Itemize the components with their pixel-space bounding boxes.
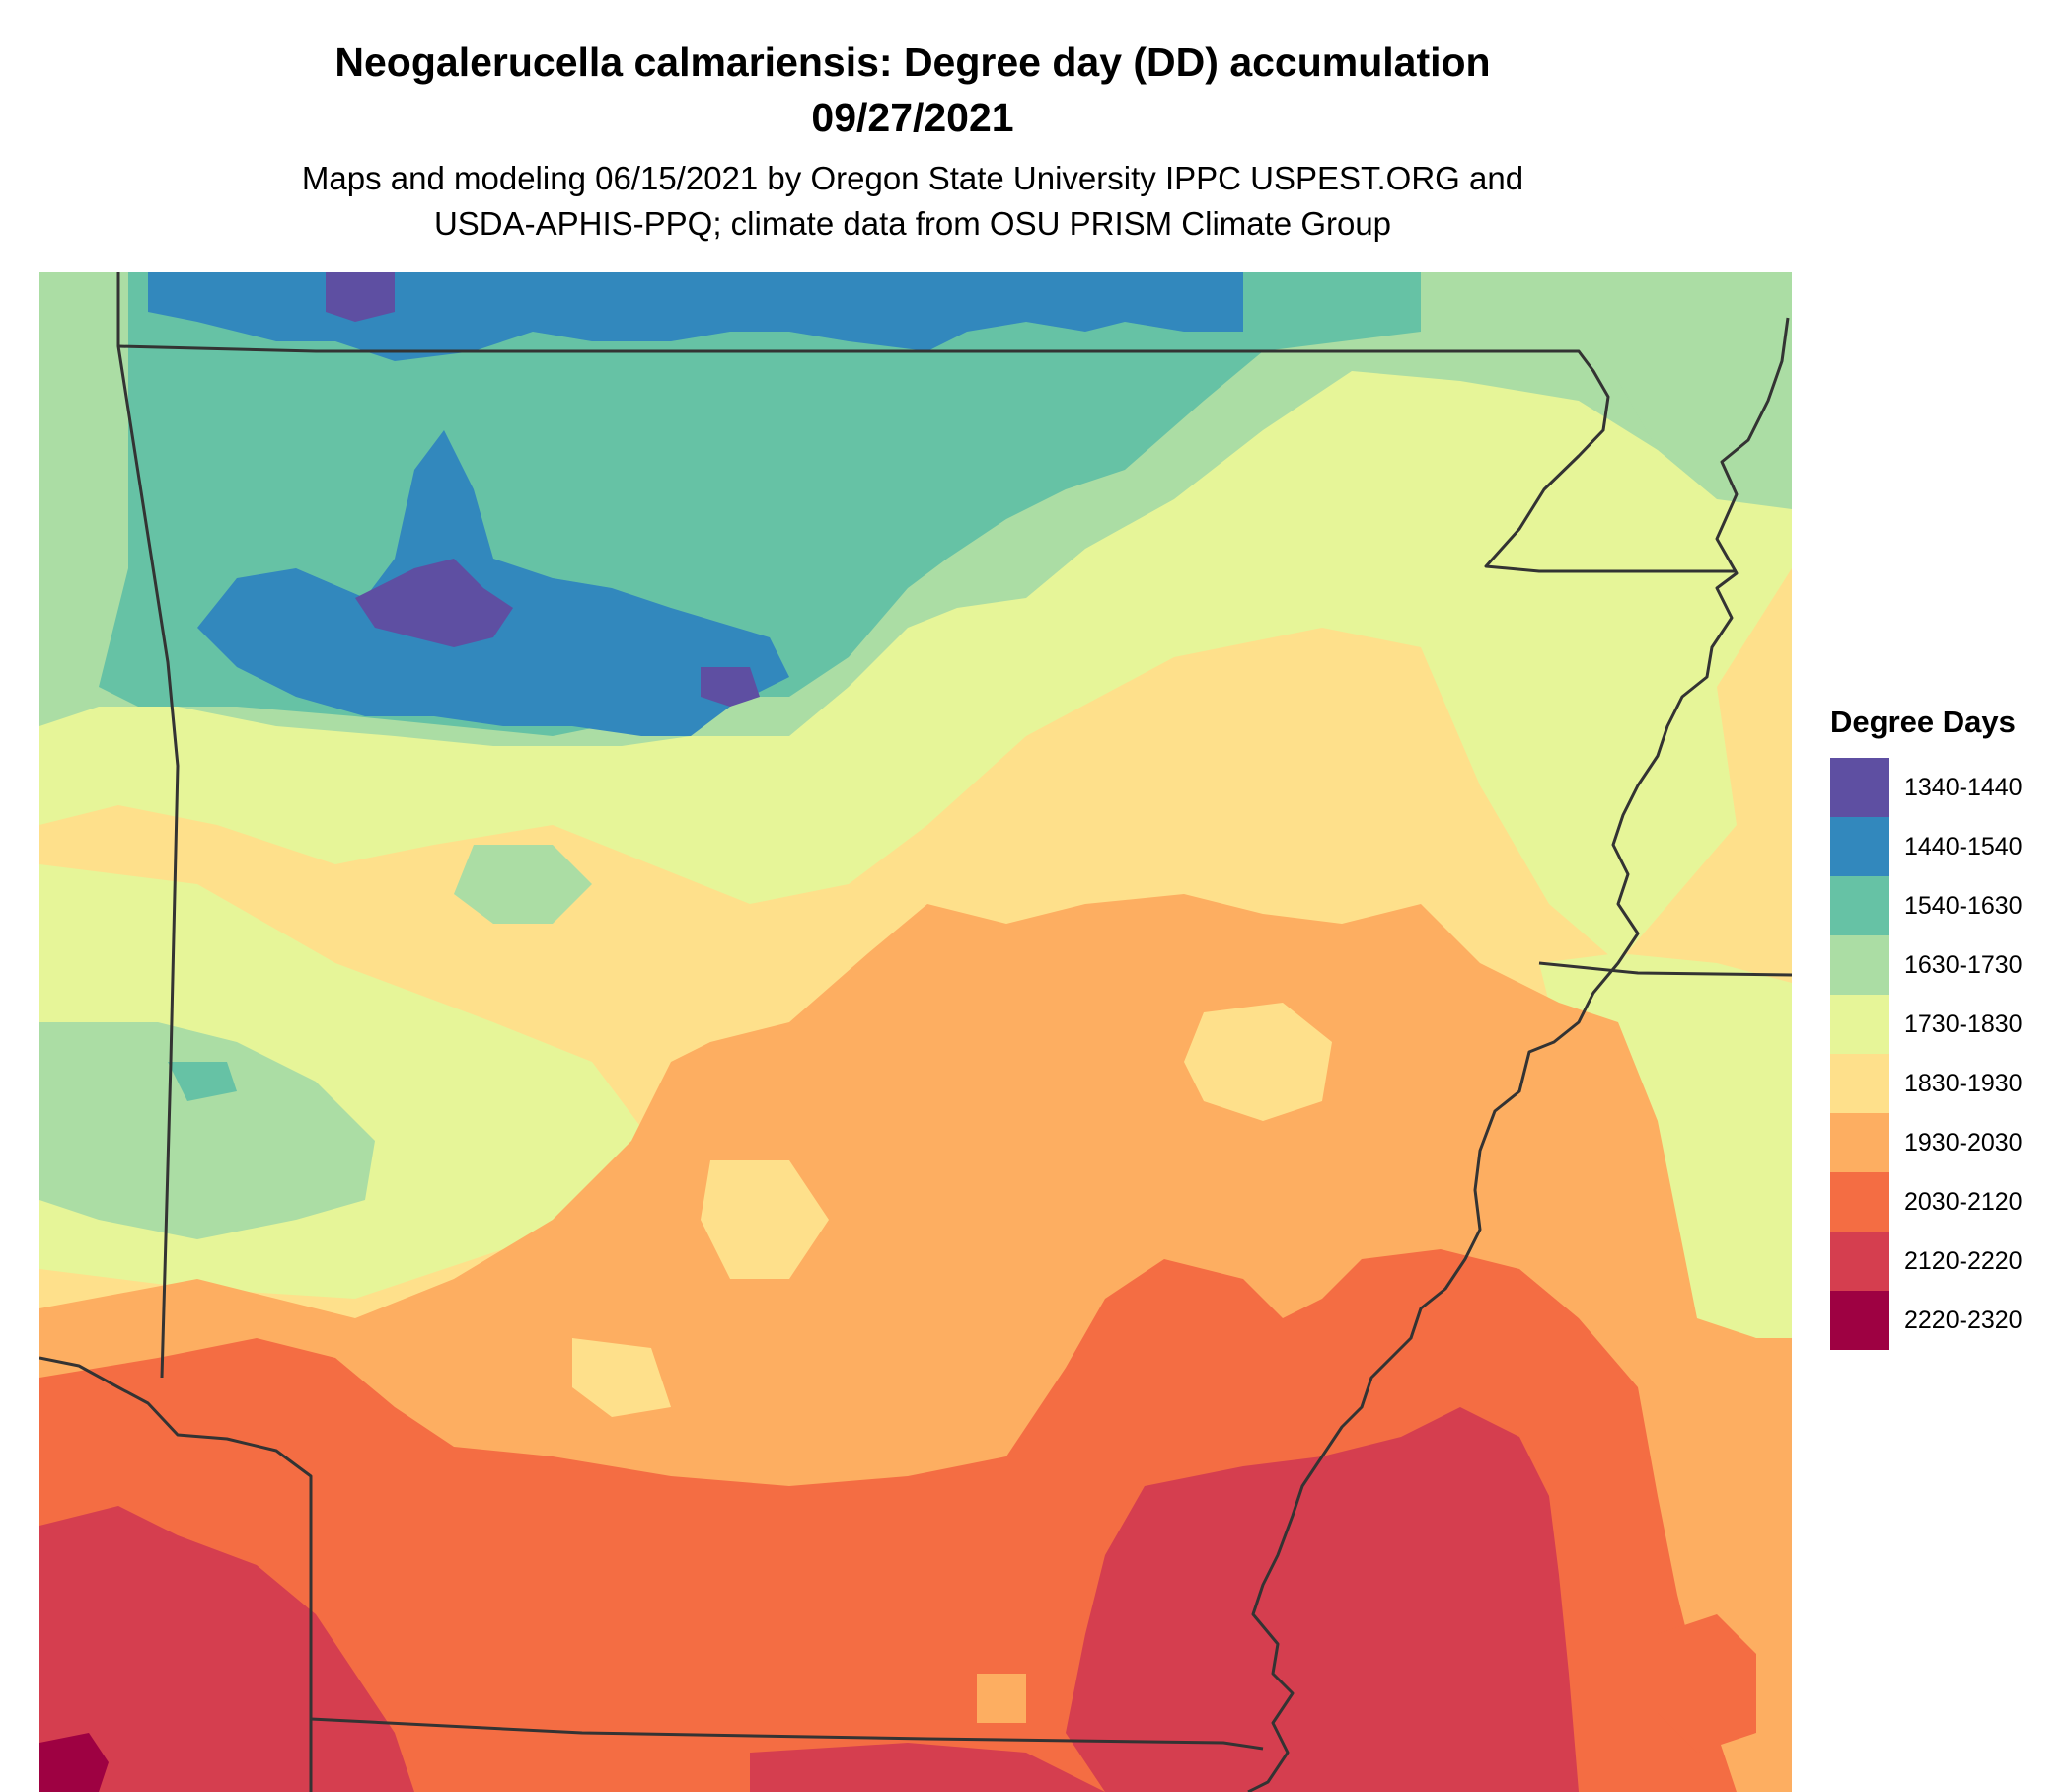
zone-1340-1440-north bbox=[326, 272, 395, 322]
map-title-line-2: 09/27/2021 bbox=[811, 95, 1014, 140]
zone-1630-1730-central bbox=[454, 845, 592, 924]
degree-day-map bbox=[39, 272, 1792, 1792]
legend-swatch-1930-2030 bbox=[1830, 1113, 1889, 1172]
texas-arkansas-border bbox=[39, 1356, 313, 1792]
legend-label-1340-1440: 1340-1440 bbox=[1904, 774, 2023, 801]
tennessee-arkansas-border bbox=[1538, 961, 1792, 977]
zone-1440-1540-central bbox=[197, 430, 789, 736]
legend-swatch-1340-1440 bbox=[1830, 758, 1889, 817]
legend-swatch-2120-2220 bbox=[1830, 1232, 1889, 1291]
legend-swatch-1630-1730 bbox=[1830, 935, 1889, 995]
missouri-arkansas-border bbox=[117, 344, 1737, 573]
zone-1930-2030-south-patch bbox=[977, 1674, 1026, 1723]
map-title-line-1: Neogalerucella calmariensis: Degree day … bbox=[334, 39, 1491, 85]
zone-1340-1440-central bbox=[355, 559, 513, 647]
zone-1440-1540-north bbox=[148, 272, 1243, 361]
legend-swatch-1540-1630 bbox=[1830, 876, 1889, 935]
zone-1340-1440-central-2 bbox=[701, 667, 760, 707]
zone-2030-2120-east-patch bbox=[1658, 1614, 1756, 1753]
map-subtitle-line-2: USDA-APHIS-PPQ; climate data from OSU PR… bbox=[433, 205, 1392, 242]
mississippi-river-border bbox=[1247, 317, 1790, 1792]
legend-label-1830-1930: 1830-1930 bbox=[1904, 1070, 2023, 1097]
legend-label-1540-1630: 1540-1630 bbox=[1904, 892, 2023, 920]
legend-title: Degree Days bbox=[1830, 705, 2016, 739]
map-subtitle-line-1: Maps and modeling 06/15/2021 by Oregon S… bbox=[301, 160, 1524, 196]
legend-label-2030-2120: 2030-2120 bbox=[1904, 1188, 2023, 1216]
oklahoma-arkansas-border bbox=[116, 272, 180, 1379]
louisiana-arkansas-border bbox=[310, 1717, 1264, 1751]
legend-label-1440-1540: 1440-1540 bbox=[1904, 833, 2023, 860]
zone-2120-2220-south-strip bbox=[750, 1743, 1105, 1792]
legend-swatch-1830-1930 bbox=[1830, 1054, 1889, 1113]
zone-2220-2320 bbox=[39, 1733, 109, 1792]
zone-1830-1930-south bbox=[701, 1160, 829, 1279]
legend-label-1630-1730: 1630-1730 bbox=[1904, 951, 2023, 979]
zone-1630-1730-northeast bbox=[1421, 272, 1792, 509]
legend-label-1730-1830: 1730-1830 bbox=[1904, 1010, 2023, 1038]
legend-label-2120-2220: 2120-2220 bbox=[1904, 1247, 2023, 1275]
zone-1630-1730-southwest bbox=[39, 1022, 375, 1239]
legend-label-2220-2320: 2220-2320 bbox=[1904, 1307, 2023, 1334]
legend-swatch-1730-1830 bbox=[1830, 995, 1889, 1054]
legend-swatch-1440-1540 bbox=[1830, 817, 1889, 876]
legend-swatch-2030-2120 bbox=[1830, 1172, 1889, 1232]
zone-2120-2220-southeast bbox=[1066, 1407, 1579, 1792]
zone-1830-1930-south-2 bbox=[572, 1338, 671, 1417]
legend-swatch-2220-2320 bbox=[1830, 1291, 1889, 1350]
zone-1830-1930-central bbox=[1184, 1003, 1332, 1121]
legend-label-1930-2030: 1930-2030 bbox=[1904, 1129, 2023, 1157]
zone-1540-1630-southwest bbox=[168, 1062, 237, 1101]
